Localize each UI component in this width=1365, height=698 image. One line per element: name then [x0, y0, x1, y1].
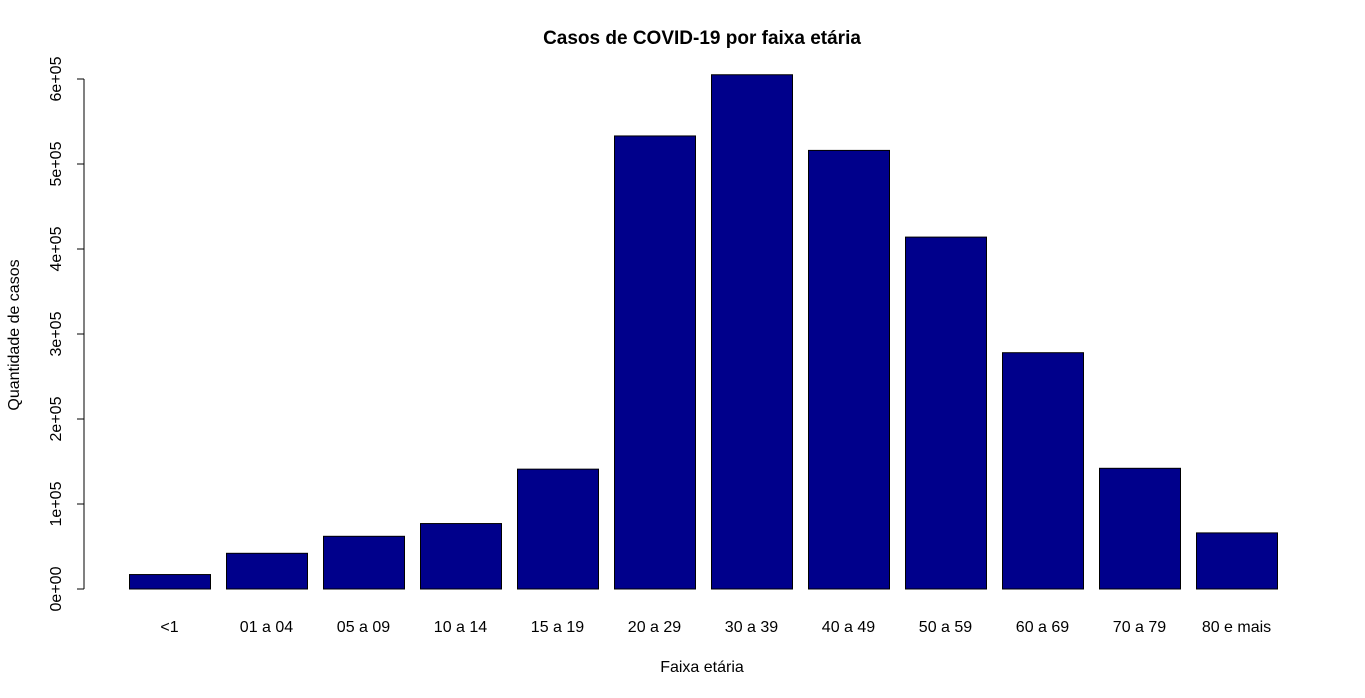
bar — [1002, 352, 1084, 590]
x-tick-label: 70 a 79 — [1113, 619, 1166, 636]
bar — [614, 135, 696, 590]
y-axis-label: Quantidade de casos — [6, 259, 23, 410]
y-tick-label: 6e+05 — [48, 56, 65, 101]
x-tick-label: 05 a 09 — [337, 619, 390, 636]
x-tick-label: 30 a 39 — [725, 619, 778, 636]
bar — [711, 74, 793, 590]
y-tick-label: 3e+05 — [48, 311, 65, 356]
bar — [1099, 467, 1181, 590]
bar — [517, 468, 599, 590]
y-axis: 0e+00 1e+05 2e+05 3e+05 4e+05 5e+05 6e+05 — [48, 56, 85, 611]
x-axis-label: Faixa etária — [660, 659, 744, 676]
x-tick-label: 40 a 49 — [822, 619, 875, 636]
bar — [1196, 532, 1278, 590]
x-tick-label: 50 a 59 — [919, 619, 972, 636]
x-tick-label: 10 a 14 — [434, 619, 487, 636]
x-tick-label: 60 a 69 — [1016, 619, 1069, 636]
bar — [323, 535, 405, 590]
x-tick-label: 01 a 04 — [240, 619, 293, 636]
bar — [420, 523, 502, 590]
y-tick-label: 1e+05 — [48, 481, 65, 526]
y-tick-label: 5e+05 — [48, 141, 65, 186]
bar — [226, 552, 308, 590]
y-tick-label: 4e+05 — [48, 226, 65, 271]
y-tick-label: 2e+05 — [48, 396, 65, 441]
bar — [129, 574, 211, 590]
bar — [905, 236, 987, 590]
bar — [808, 149, 890, 590]
x-tick-label: 15 a 19 — [531, 619, 584, 636]
x-tick-label: <1 — [160, 619, 178, 636]
x-tick-labels: <1 01 a 04 05 a 09 10 a 14 15 a 19 20 a 29 30 … — [160, 619, 1271, 636]
chart-title: Casos de COVID-19 por faixa etária — [543, 28, 861, 49]
x-tick-label: 80 e mais — [1202, 619, 1271, 636]
bars — [129, 74, 1278, 590]
x-tick-label: 20 a 29 — [628, 619, 681, 636]
y-tick-label: 0e+00 — [48, 566, 65, 611]
